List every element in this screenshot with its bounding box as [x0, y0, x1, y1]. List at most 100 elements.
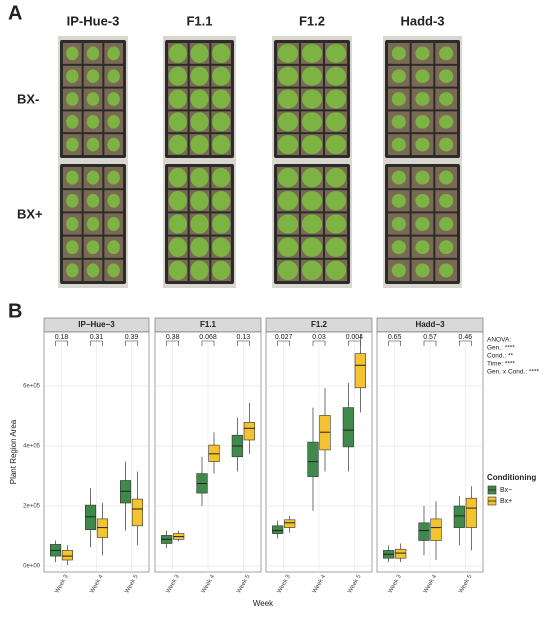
rosette	[66, 69, 79, 84]
rosette	[168, 112, 187, 132]
rosette	[415, 170, 430, 185]
rosette	[107, 217, 120, 231]
column-title: F1.2	[299, 13, 325, 28]
rosette	[439, 114, 454, 129]
significance-bracket	[312, 340, 326, 346]
rosette	[391, 69, 406, 84]
rosette	[391, 46, 406, 61]
facet-title: F1.1	[200, 320, 217, 329]
rosette	[66, 170, 79, 185]
rosette	[277, 135, 299, 155]
rosette	[301, 135, 323, 155]
rosette	[190, 135, 209, 155]
rosette	[212, 66, 231, 86]
rosette	[277, 112, 299, 132]
p-value: 0.068	[199, 334, 217, 341]
rosette	[439, 170, 454, 185]
rosette	[66, 193, 79, 208]
anova-text: Gen. x Cond.: ****	[487, 369, 539, 376]
p-value: 0.65	[388, 334, 402, 341]
column-title: IP-Hue-3	[67, 13, 120, 28]
rosette	[168, 89, 187, 109]
rosette	[277, 89, 299, 109]
rosette	[277, 167, 299, 188]
rosette	[168, 167, 187, 188]
box	[465, 497, 477, 528]
rosette	[190, 191, 209, 211]
anova-text: Time: ****	[487, 361, 515, 368]
x-axis-label: Week	[253, 599, 274, 608]
column-title: Hadd-3	[400, 13, 444, 28]
rosette	[277, 43, 299, 63]
facet-title: IP−Hue−3	[78, 320, 115, 329]
rosette	[190, 167, 209, 188]
x-tick-label: Week 4	[89, 573, 105, 594]
rosette	[190, 112, 209, 132]
rosette	[415, 263, 430, 278]
rosette	[190, 214, 209, 234]
facet-title: Hadd−3	[415, 320, 445, 329]
rosette	[415, 193, 430, 208]
box	[430, 518, 442, 541]
anova-text: Gen.: ****	[487, 345, 515, 352]
p-value: 0.46	[459, 334, 473, 341]
p-value: 0.39	[125, 334, 139, 341]
rosette	[212, 112, 231, 132]
rosette	[107, 170, 120, 185]
rosette	[66, 46, 79, 61]
rosette	[415, 92, 430, 106]
rosette	[66, 114, 79, 129]
significance-bracket	[201, 340, 215, 346]
rosette	[301, 89, 323, 109]
rosette	[107, 240, 120, 255]
significance-bracket	[423, 340, 437, 346]
significance-bracket	[55, 340, 68, 346]
rosette	[212, 135, 231, 155]
rosette	[301, 66, 323, 86]
rosette	[107, 69, 120, 84]
y-tick-label: 2e+05	[23, 504, 41, 510]
rosette	[415, 240, 430, 255]
rosette	[66, 92, 79, 106]
x-tick-label: Week 3	[277, 573, 293, 594]
rosette	[86, 193, 100, 208]
rosette	[66, 137, 79, 152]
significance-bracket	[166, 340, 179, 346]
rosette	[325, 260, 347, 281]
box	[61, 550, 74, 561]
rosette	[168, 135, 187, 155]
rosette	[277, 237, 299, 257]
rosette	[325, 214, 347, 234]
facet-title: F1.2	[311, 320, 328, 329]
y-tick-label: 6e+05	[23, 384, 41, 390]
column-title: F1.1	[186, 13, 212, 28]
x-tick-label: Week 4	[201, 573, 217, 594]
x-tick-label: Week 3	[166, 573, 182, 594]
rosette	[66, 240, 79, 255]
rosette	[168, 214, 187, 234]
legend-label: Bx+	[500, 498, 512, 505]
p-value: 0.38	[166, 334, 180, 341]
rosette	[86, 114, 100, 129]
photo-panel	[58, 36, 462, 288]
rosette	[439, 240, 454, 255]
rosette	[415, 217, 430, 231]
rosette	[325, 167, 347, 188]
rosette	[325, 89, 347, 109]
rosette	[301, 167, 323, 188]
x-tick-label: Week 5	[347, 573, 363, 594]
rosette	[168, 191, 187, 211]
rosette	[325, 191, 347, 211]
rosette	[439, 193, 454, 208]
p-value: 0.027	[275, 334, 293, 341]
rosette	[277, 191, 299, 211]
rosette	[107, 46, 120, 61]
box	[85, 504, 97, 531]
rosette	[212, 191, 231, 211]
rosette	[301, 260, 323, 281]
rosette	[391, 114, 406, 129]
box	[342, 407, 354, 448]
anova-text: Cond.: **	[487, 353, 513, 360]
rosette	[168, 43, 187, 63]
box	[272, 525, 284, 534]
